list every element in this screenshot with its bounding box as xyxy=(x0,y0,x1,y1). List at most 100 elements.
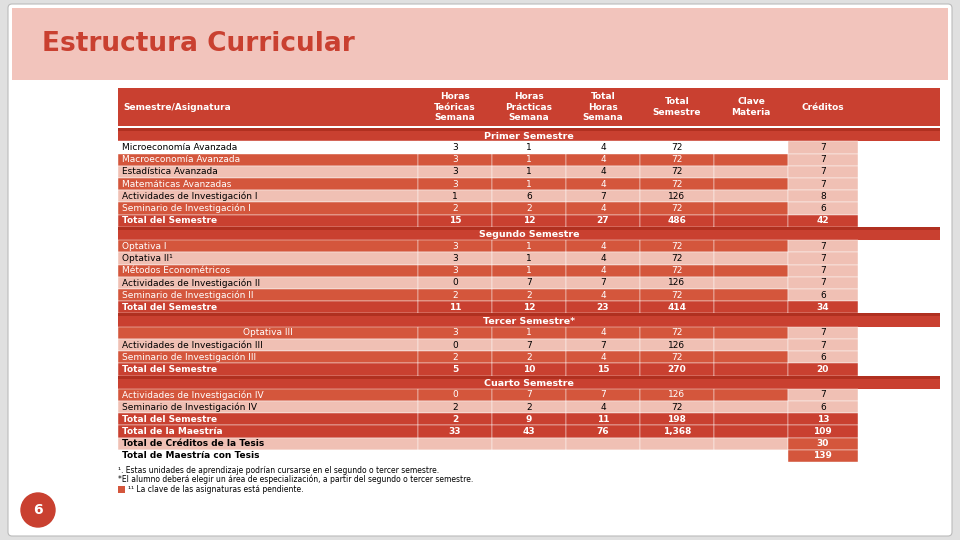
Bar xyxy=(714,265,788,276)
Bar xyxy=(418,141,492,153)
Bar xyxy=(714,214,788,227)
Bar xyxy=(118,230,940,240)
Text: 72: 72 xyxy=(671,242,683,251)
Text: 1: 1 xyxy=(526,143,532,152)
Text: 3: 3 xyxy=(452,155,458,164)
Bar xyxy=(714,450,788,462)
Text: 72: 72 xyxy=(671,204,683,213)
Text: 4: 4 xyxy=(600,328,606,338)
Text: 6: 6 xyxy=(820,403,826,411)
Text: 13: 13 xyxy=(817,415,829,424)
Bar xyxy=(640,438,714,450)
Text: 7: 7 xyxy=(820,143,826,152)
Bar xyxy=(492,276,566,289)
Bar xyxy=(118,153,418,166)
Bar xyxy=(118,128,940,131)
Text: 126: 126 xyxy=(668,192,685,201)
Bar xyxy=(492,438,566,450)
Text: 15: 15 xyxy=(597,365,610,374)
Text: 2: 2 xyxy=(452,403,458,411)
Bar xyxy=(118,486,125,493)
Bar xyxy=(566,240,640,252)
Text: 7: 7 xyxy=(820,167,826,177)
Bar xyxy=(418,327,492,339)
Bar xyxy=(118,316,940,327)
Bar xyxy=(418,339,492,351)
Bar xyxy=(492,327,566,339)
Bar xyxy=(118,276,418,289)
Text: 9: 9 xyxy=(526,415,532,424)
Bar xyxy=(118,327,418,339)
Bar xyxy=(118,438,418,450)
Bar xyxy=(118,252,418,265)
Bar xyxy=(788,202,858,214)
Text: 2: 2 xyxy=(526,291,532,300)
Bar xyxy=(492,389,566,401)
Text: 6: 6 xyxy=(820,353,826,362)
Text: 3: 3 xyxy=(452,242,458,251)
Bar xyxy=(640,301,714,313)
Bar xyxy=(640,265,714,276)
Text: 0: 0 xyxy=(452,341,458,349)
Bar xyxy=(418,240,492,252)
Text: Métodos Econométricos: Métodos Econométricos xyxy=(122,266,230,275)
Bar xyxy=(118,190,418,202)
Bar xyxy=(118,141,418,153)
Text: Seminario de Investigación II: Seminario de Investigación II xyxy=(122,291,253,300)
Bar xyxy=(492,339,566,351)
Bar xyxy=(118,313,940,316)
Text: 72: 72 xyxy=(671,167,683,177)
Bar xyxy=(640,202,714,214)
Text: 12: 12 xyxy=(523,216,536,225)
Text: 76: 76 xyxy=(597,427,610,436)
Text: 3: 3 xyxy=(452,328,458,338)
Text: 2: 2 xyxy=(452,415,458,424)
Bar xyxy=(788,401,858,413)
Text: 4: 4 xyxy=(600,291,606,300)
Text: 12: 12 xyxy=(523,303,536,312)
Text: ¹. Estas unidades de aprendizaje podrían cursarse en el segundo o tercer semestr: ¹. Estas unidades de aprendizaje podrían… xyxy=(118,466,439,475)
Text: Horas
Teóricas
Semana: Horas Teóricas Semana xyxy=(434,92,476,122)
Bar xyxy=(492,289,566,301)
Bar xyxy=(118,363,418,375)
Bar xyxy=(640,190,714,202)
Bar xyxy=(118,351,418,363)
Bar xyxy=(118,289,418,301)
Text: 1: 1 xyxy=(452,192,458,201)
Text: 11: 11 xyxy=(597,415,610,424)
Bar xyxy=(118,389,418,401)
Text: Actividades de Investigación II: Actividades de Investigación II xyxy=(122,278,260,288)
Bar xyxy=(714,289,788,301)
Text: 72: 72 xyxy=(671,155,683,164)
Text: 72: 72 xyxy=(671,403,683,411)
Bar xyxy=(788,214,858,227)
Bar xyxy=(492,351,566,363)
Text: 7: 7 xyxy=(526,278,532,287)
Text: 2: 2 xyxy=(452,204,458,213)
Bar xyxy=(714,166,788,178)
Bar xyxy=(788,276,858,289)
Bar xyxy=(566,426,640,438)
Bar xyxy=(788,301,858,313)
Bar xyxy=(788,450,858,462)
Bar xyxy=(118,166,418,178)
Text: 126: 126 xyxy=(668,390,685,400)
Bar xyxy=(640,351,714,363)
Bar xyxy=(418,190,492,202)
Text: 4: 4 xyxy=(600,204,606,213)
Bar xyxy=(118,339,418,351)
FancyBboxPatch shape xyxy=(8,4,952,536)
Text: ¹¹ La clave de las asignaturas está pendiente.: ¹¹ La clave de las asignaturas está pend… xyxy=(128,484,303,494)
Bar xyxy=(492,401,566,413)
Bar xyxy=(566,401,640,413)
Text: 4: 4 xyxy=(600,254,606,263)
Bar xyxy=(566,252,640,265)
Text: 11: 11 xyxy=(448,303,461,312)
Bar xyxy=(566,413,640,426)
Text: 1: 1 xyxy=(526,155,532,164)
Text: 10: 10 xyxy=(523,365,535,374)
Text: 1: 1 xyxy=(526,254,532,263)
Bar xyxy=(566,202,640,214)
Bar xyxy=(118,413,418,426)
Bar xyxy=(714,301,788,313)
